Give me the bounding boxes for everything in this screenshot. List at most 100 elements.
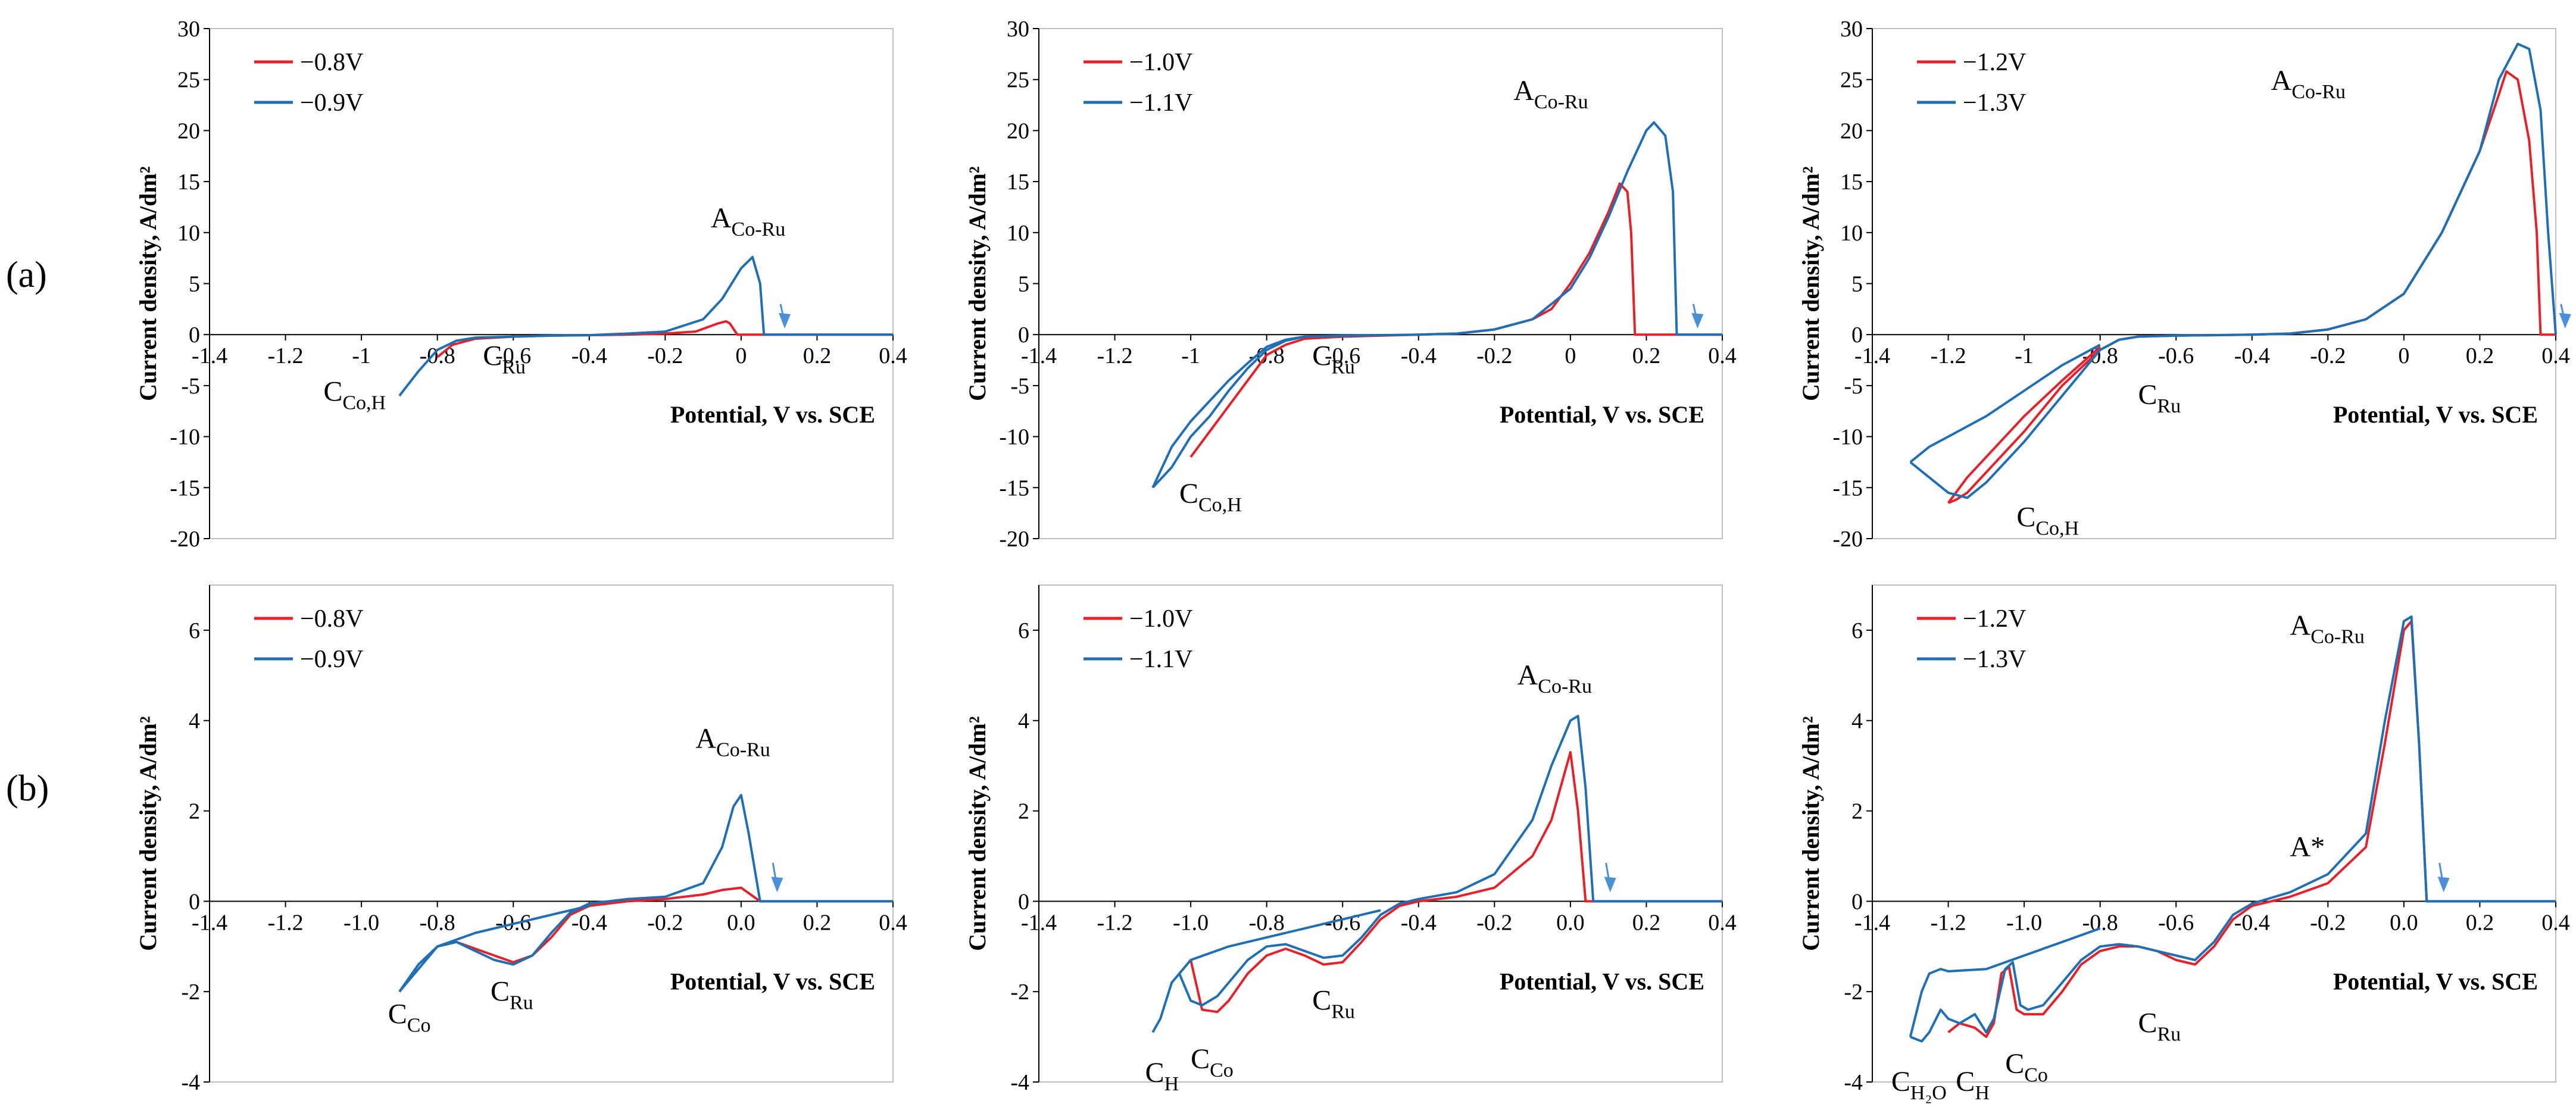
x-tick-label: -1.2 xyxy=(267,343,303,368)
y-tick-label: -10 xyxy=(170,425,200,450)
x-tick-label: 0.2 xyxy=(2466,343,2494,368)
annotation-main: C xyxy=(1312,985,1331,1017)
x-tick-label: -0.2 xyxy=(1476,343,1512,368)
annotation-label: CRu xyxy=(1312,985,1355,1023)
x-tick-label: -0.6 xyxy=(1325,343,1360,368)
legend-label: −1.1V xyxy=(1129,89,1193,117)
y-tick-label: 30 xyxy=(1007,17,1029,42)
x-tick-label: -0.4 xyxy=(572,910,607,935)
annotation-main: C xyxy=(1312,340,1331,372)
annotation-main: C xyxy=(2138,1008,2157,1039)
x-tick-label: -1 xyxy=(352,343,371,368)
annotation-label: A* xyxy=(2290,831,2325,862)
annotation-subscript: Ru xyxy=(502,357,526,379)
x-tick-label: -1.2 xyxy=(1097,343,1132,368)
annotation-label: CH₂O xyxy=(1891,1066,1947,1104)
x-tick-label: -0.8 xyxy=(420,910,455,935)
x-tick-label: -1 xyxy=(1181,343,1200,368)
scan-arrow-head xyxy=(1691,312,1704,329)
y-tick-label: 0 xyxy=(189,889,200,914)
annotation-label: ACo-Ru xyxy=(1518,659,1592,698)
annotation-main: A xyxy=(2290,610,2311,642)
annotation-main: C xyxy=(323,376,342,408)
x-tick-label: -1.0 xyxy=(344,910,379,935)
series-line xyxy=(1909,927,2101,1037)
annotation-subscript: Ru xyxy=(1331,1001,1355,1023)
y-tick-label: 5 xyxy=(1018,272,1029,297)
legend-label: −1.1V xyxy=(1129,646,1193,673)
y-tick-label: 5 xyxy=(1851,272,1863,297)
annotation-label: ACo-Ru xyxy=(711,202,785,240)
series-line xyxy=(1151,715,1722,1033)
y-tick-label: 15 xyxy=(1840,170,1863,195)
annotation-subscript: Co-Ru xyxy=(732,218,786,240)
annotation-label: CCo xyxy=(2005,1048,2048,1086)
series-line xyxy=(1910,615,2556,1043)
y-axis-title: Current density, A/dm² xyxy=(1797,166,1824,401)
y-tick-label: 4 xyxy=(1018,709,1029,734)
y-tick-label: -4 xyxy=(1844,1070,1863,1095)
y-axis-title: Current density, A/dm² xyxy=(1797,716,1824,951)
annotation-main: A xyxy=(695,723,716,754)
annotation-label: ACo-Ru xyxy=(1513,75,1588,113)
x-tick-label: 0.0 xyxy=(727,910,755,935)
x-axis-title: Potential, V vs. SCE xyxy=(670,401,875,428)
annotation-label: CH xyxy=(1145,1057,1179,1095)
y-tick-label: 10 xyxy=(177,221,200,246)
x-tick-label: -0.2 xyxy=(647,910,683,935)
annotation-subscript: H xyxy=(1975,1082,1990,1104)
y-tick-label: 25 xyxy=(177,68,200,93)
x-tick-label: -1.0 xyxy=(1173,910,1209,935)
annotation-label: CCo xyxy=(388,998,431,1036)
y-tick-label: -5 xyxy=(1844,374,1863,399)
scan-arrow-head xyxy=(771,877,783,893)
x-tick-label: -1.4 xyxy=(1021,910,1057,935)
series-line xyxy=(1909,343,2101,464)
x-tick-label: -1.2 xyxy=(267,910,303,935)
series-line xyxy=(1151,121,1722,489)
x-tick-label: 0.2 xyxy=(803,910,832,935)
annotation-label: CCo,H xyxy=(2016,501,2079,539)
x-tick-label: 0.2 xyxy=(1632,910,1661,935)
row-label-a: (a) xyxy=(6,255,47,295)
y-tick-label: 15 xyxy=(177,170,200,195)
annotation-subscript: Co xyxy=(2024,1064,2048,1086)
y-tick-label: -10 xyxy=(999,425,1029,450)
x-tick-label: 0.4 xyxy=(2541,910,2570,935)
x-tick-label: -0.2 xyxy=(2310,343,2346,368)
x-tick-label: -1.0 xyxy=(2006,910,2042,935)
y-axis-title: Current density, A/dm² xyxy=(964,716,991,951)
y-tick-label: -4 xyxy=(1010,1070,1029,1095)
annotation-subscript: Ru xyxy=(2157,1024,2181,1046)
x-tick-label: 0 xyxy=(2398,343,2409,368)
y-tick-label: 10 xyxy=(1840,221,1863,246)
annotation-main: C xyxy=(2005,1048,2024,1080)
y-tick-label: -4 xyxy=(181,1070,200,1095)
annotation-subscript: Co,H xyxy=(2035,517,2079,539)
y-tick-label: 20 xyxy=(1007,118,1029,143)
x-tick-label: -0.6 xyxy=(2158,910,2194,935)
scan-arrow-head xyxy=(1604,877,1616,893)
legend-label: −1.0V xyxy=(1129,49,1193,76)
annotation-main: A xyxy=(711,202,732,234)
y-tick-label: -20 xyxy=(999,527,1029,552)
y-tick-label: 25 xyxy=(1840,68,1863,93)
annotation-label: CRu xyxy=(2138,1008,2181,1046)
annotation-subscript: Co xyxy=(407,1014,431,1036)
annotation-main: C xyxy=(1891,1066,1910,1097)
y-tick-label: 30 xyxy=(177,17,200,42)
series-line xyxy=(1151,335,1305,489)
y-tick-label: 2 xyxy=(1018,799,1029,824)
y-tick-label: 20 xyxy=(177,118,200,143)
y-tick-label: 15 xyxy=(1007,170,1029,195)
x-tick-label: -1.2 xyxy=(1097,910,1132,935)
scan-arrow-head xyxy=(2437,877,2450,893)
y-tick-label: 5 xyxy=(189,272,200,297)
annotation-main: A xyxy=(2271,65,2292,96)
annotation-subscript: Co-Ru xyxy=(716,739,770,761)
annotation-subscript: Co xyxy=(1210,1059,1234,1081)
annotation-main: C xyxy=(1179,478,1198,509)
x-axis-title: Potential, V vs. SCE xyxy=(2333,401,2538,428)
x-tick-label: 0 xyxy=(735,343,747,368)
